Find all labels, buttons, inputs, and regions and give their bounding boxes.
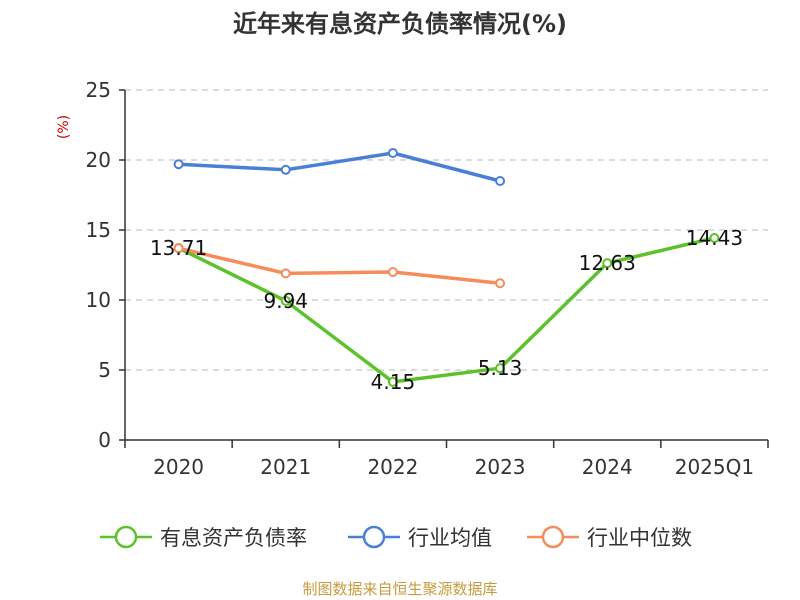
legend-swatch-marker bbox=[541, 525, 565, 549]
series-line bbox=[176, 236, 717, 384]
x-tick-label: 2021 bbox=[260, 455, 311, 479]
data-point[interactable] bbox=[387, 148, 398, 158]
source-note: 制图数据来自恒生聚源数据库 bbox=[302, 580, 498, 598]
legend[interactable]: 有息资产负债率 行业均值 行业中位数 bbox=[100, 525, 692, 550]
y-tick-label: 5 bbox=[98, 358, 111, 382]
chart-title: 近年来有息资产负债率情况(%) bbox=[233, 10, 567, 38]
series-lines bbox=[173, 148, 720, 387]
x-tick-label: 2025Q1 bbox=[675, 455, 754, 479]
legend-item[interactable]: 有息资产负债率 bbox=[100, 525, 307, 550]
y-tick-label: 20 bbox=[86, 148, 111, 172]
x-tick-label: 2020 bbox=[153, 455, 204, 479]
x-tick-label: 2022 bbox=[367, 455, 418, 479]
data-label: 4.15 bbox=[371, 370, 416, 394]
y-tick-label: 0 bbox=[98, 428, 111, 452]
data-label: 9.94 bbox=[263, 289, 308, 313]
series-line bbox=[176, 246, 502, 285]
legend-swatch-marker bbox=[362, 525, 386, 549]
data-labels: 13.71 9.94 4.15 5.13 12.63 14.43 bbox=[150, 226, 743, 394]
legend-item[interactable]: 行业均值 bbox=[348, 525, 492, 550]
data-label: 12.63 bbox=[579, 251, 636, 275]
legend-label: 行业中位数 bbox=[587, 526, 692, 550]
data-point[interactable] bbox=[173, 159, 184, 170]
legend-label: 行业均值 bbox=[408, 526, 492, 550]
data-point[interactable] bbox=[280, 295, 291, 306]
x-tick-label: 2023 bbox=[475, 455, 526, 479]
data-point[interactable] bbox=[173, 243, 184, 254]
data-point[interactable] bbox=[709, 232, 720, 243]
data-point[interactable] bbox=[387, 267, 398, 277]
data-point[interactable] bbox=[387, 376, 398, 387]
y-tick-label: 25 bbox=[86, 78, 111, 102]
y-tick-label: 15 bbox=[86, 218, 111, 242]
data-point[interactable] bbox=[280, 164, 291, 175]
y-tick-label: 10 bbox=[86, 288, 111, 312]
series-line bbox=[176, 151, 502, 183]
legend-item[interactable]: 行业中位数 bbox=[527, 525, 692, 550]
data-point[interactable] bbox=[495, 176, 506, 186]
data-point[interactable] bbox=[602, 258, 613, 269]
grid-lines bbox=[125, 89, 768, 371]
legend-label: 有息资产负债率 bbox=[160, 526, 307, 550]
data-label: 5.13 bbox=[478, 356, 523, 380]
legend-swatch-marker bbox=[114, 525, 138, 549]
data-label: 13.71 bbox=[150, 236, 207, 260]
y-axis-label: (%) bbox=[56, 115, 72, 139]
data-label: 14.43 bbox=[686, 226, 743, 250]
x-tick-label: 2024 bbox=[582, 455, 633, 479]
data-point[interactable] bbox=[280, 268, 291, 279]
axes: 0 5 10 15 20 25 2020 2021 2022 2023 2024 2025Q1 bbox=[86, 78, 769, 479]
data-point[interactable] bbox=[495, 363, 506, 374]
data-point[interactable] bbox=[495, 278, 506, 289]
